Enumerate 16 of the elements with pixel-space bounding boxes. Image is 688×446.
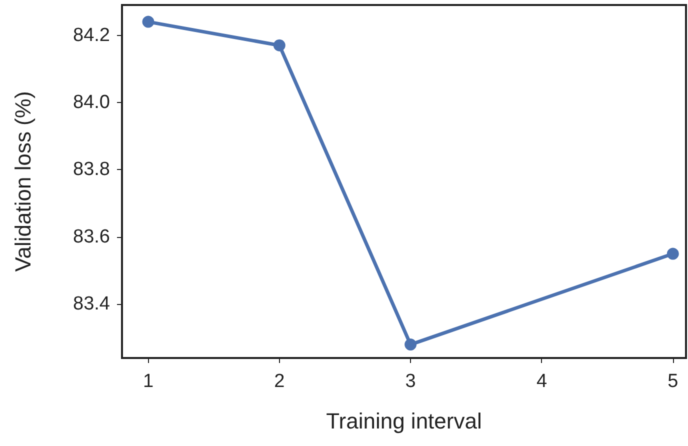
point	[273, 39, 286, 52]
x-tick-label: 2	[274, 371, 285, 392]
y-tick-label: 83.8	[73, 159, 110, 180]
point	[666, 248, 679, 260]
x-tick-label: 4	[536, 371, 548, 392]
x-tick-label: 5	[668, 371, 678, 392]
x-tick-label: 3	[405, 371, 416, 392]
y-tick-label: 84.0	[73, 92, 110, 113]
y-axis-title: Validation loss (%)	[10, 91, 36, 272]
x-axis-title: Training interval	[326, 408, 482, 434]
y-tick-label: 83.4	[73, 294, 110, 315]
point	[404, 338, 417, 351]
y-tick-label: 84.2	[73, 24, 110, 46]
x-tick-label: 1	[142, 371, 154, 392]
y-tick-label: 83.6	[73, 226, 110, 248]
point	[142, 16, 154, 28]
